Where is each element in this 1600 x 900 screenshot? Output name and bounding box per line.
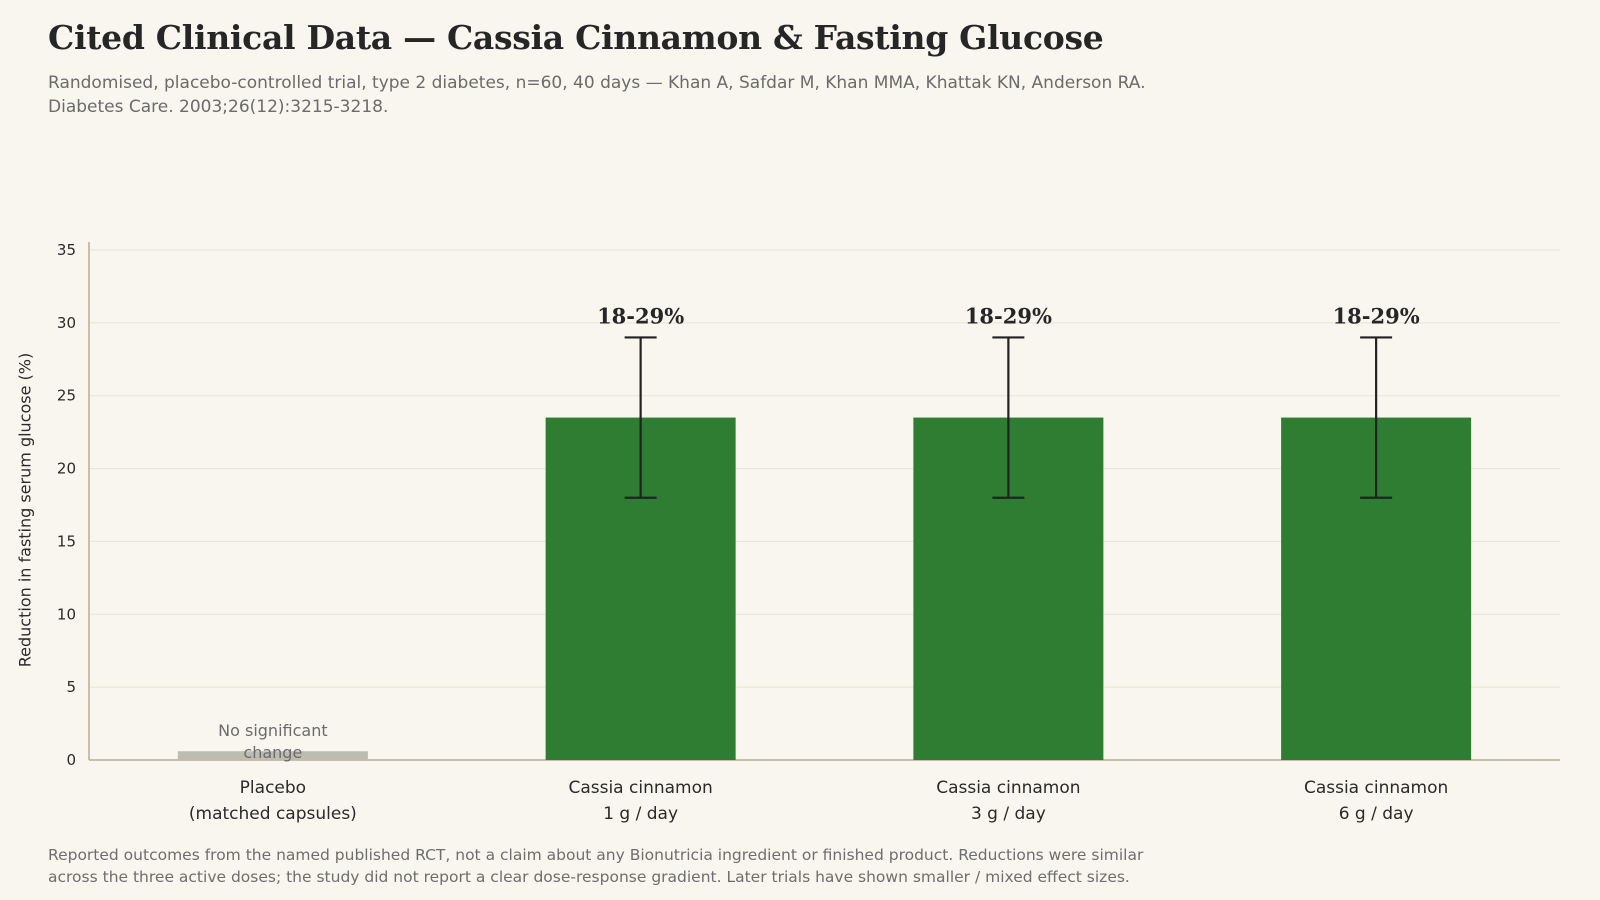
- subtitle-line: Diabetes Care. 2003;26(12):3215-3218.: [48, 97, 389, 117]
- y-tick-label: 15: [57, 532, 76, 550]
- y-tick-label: 0: [66, 751, 76, 769]
- x-category-label: 1 g / day: [603, 804, 678, 824]
- footnote-line: Reported outcomes from the named publish…: [48, 846, 1144, 864]
- y-tick-label: 35: [57, 241, 76, 259]
- x-category-label: Cassia cinnamon: [936, 778, 1080, 798]
- y-tick-label: 30: [57, 314, 76, 332]
- x-category-label: 3 g / day: [971, 804, 1046, 824]
- chart-subtitle: Randomised, placebo-controlled trial, ty…: [48, 71, 1448, 119]
- bar-value-label: 18-29%: [965, 303, 1052, 328]
- x-category-label: 6 g / day: [1339, 804, 1414, 824]
- x-category-label: Placebo: [240, 778, 306, 798]
- bar-value-label: 18-29%: [597, 303, 684, 328]
- footnote-line: across the three active doses; the study…: [48, 868, 1130, 886]
- y-tick-label: 5: [66, 678, 76, 696]
- y-axis-title: Reduction in fasting serum glucose (%): [15, 352, 35, 668]
- bar-value-label: 18-29%: [1333, 303, 1420, 328]
- x-category-label: (matched capsules): [189, 804, 357, 824]
- x-category-label: Cassia cinnamon: [1304, 778, 1448, 798]
- y-tick-label: 25: [57, 387, 76, 405]
- footnote: Reported outcomes from the named publish…: [48, 844, 1448, 888]
- bar-placebo: [177, 751, 368, 760]
- x-category-label: Cassia cinnamon: [568, 778, 712, 798]
- placebo-annotation: No significant: [218, 721, 327, 740]
- placebo-annotation: change: [243, 743, 302, 762]
- subtitle-line: Randomised, placebo-controlled trial, ty…: [48, 73, 1146, 93]
- y-tick-label: 20: [57, 460, 76, 478]
- chart-title: Cited Clinical Data — Cassia Cinnamon & …: [48, 18, 1104, 57]
- y-tick-label: 10: [57, 605, 76, 623]
